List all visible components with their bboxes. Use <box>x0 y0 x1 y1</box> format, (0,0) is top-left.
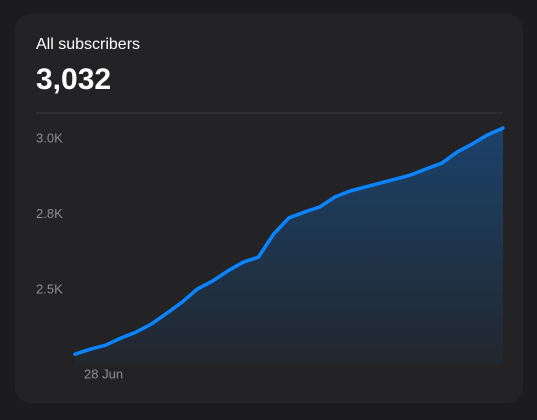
card-title: All subscribers <box>36 36 140 53</box>
headline-value: 3,032 <box>36 63 111 96</box>
plot: 3.0K 2.8K 2.5K 28 Jun <box>36 126 505 381</box>
area-fill <box>75 128 503 365</box>
y-tick-label: 2.8K <box>36 206 63 221</box>
y-tick-label: 3.0K <box>36 130 63 145</box>
series-line <box>73 126 505 356</box>
x-tick-label: 28 Jun <box>84 366 123 381</box>
y-tick-label: 2.5K <box>36 282 63 297</box>
